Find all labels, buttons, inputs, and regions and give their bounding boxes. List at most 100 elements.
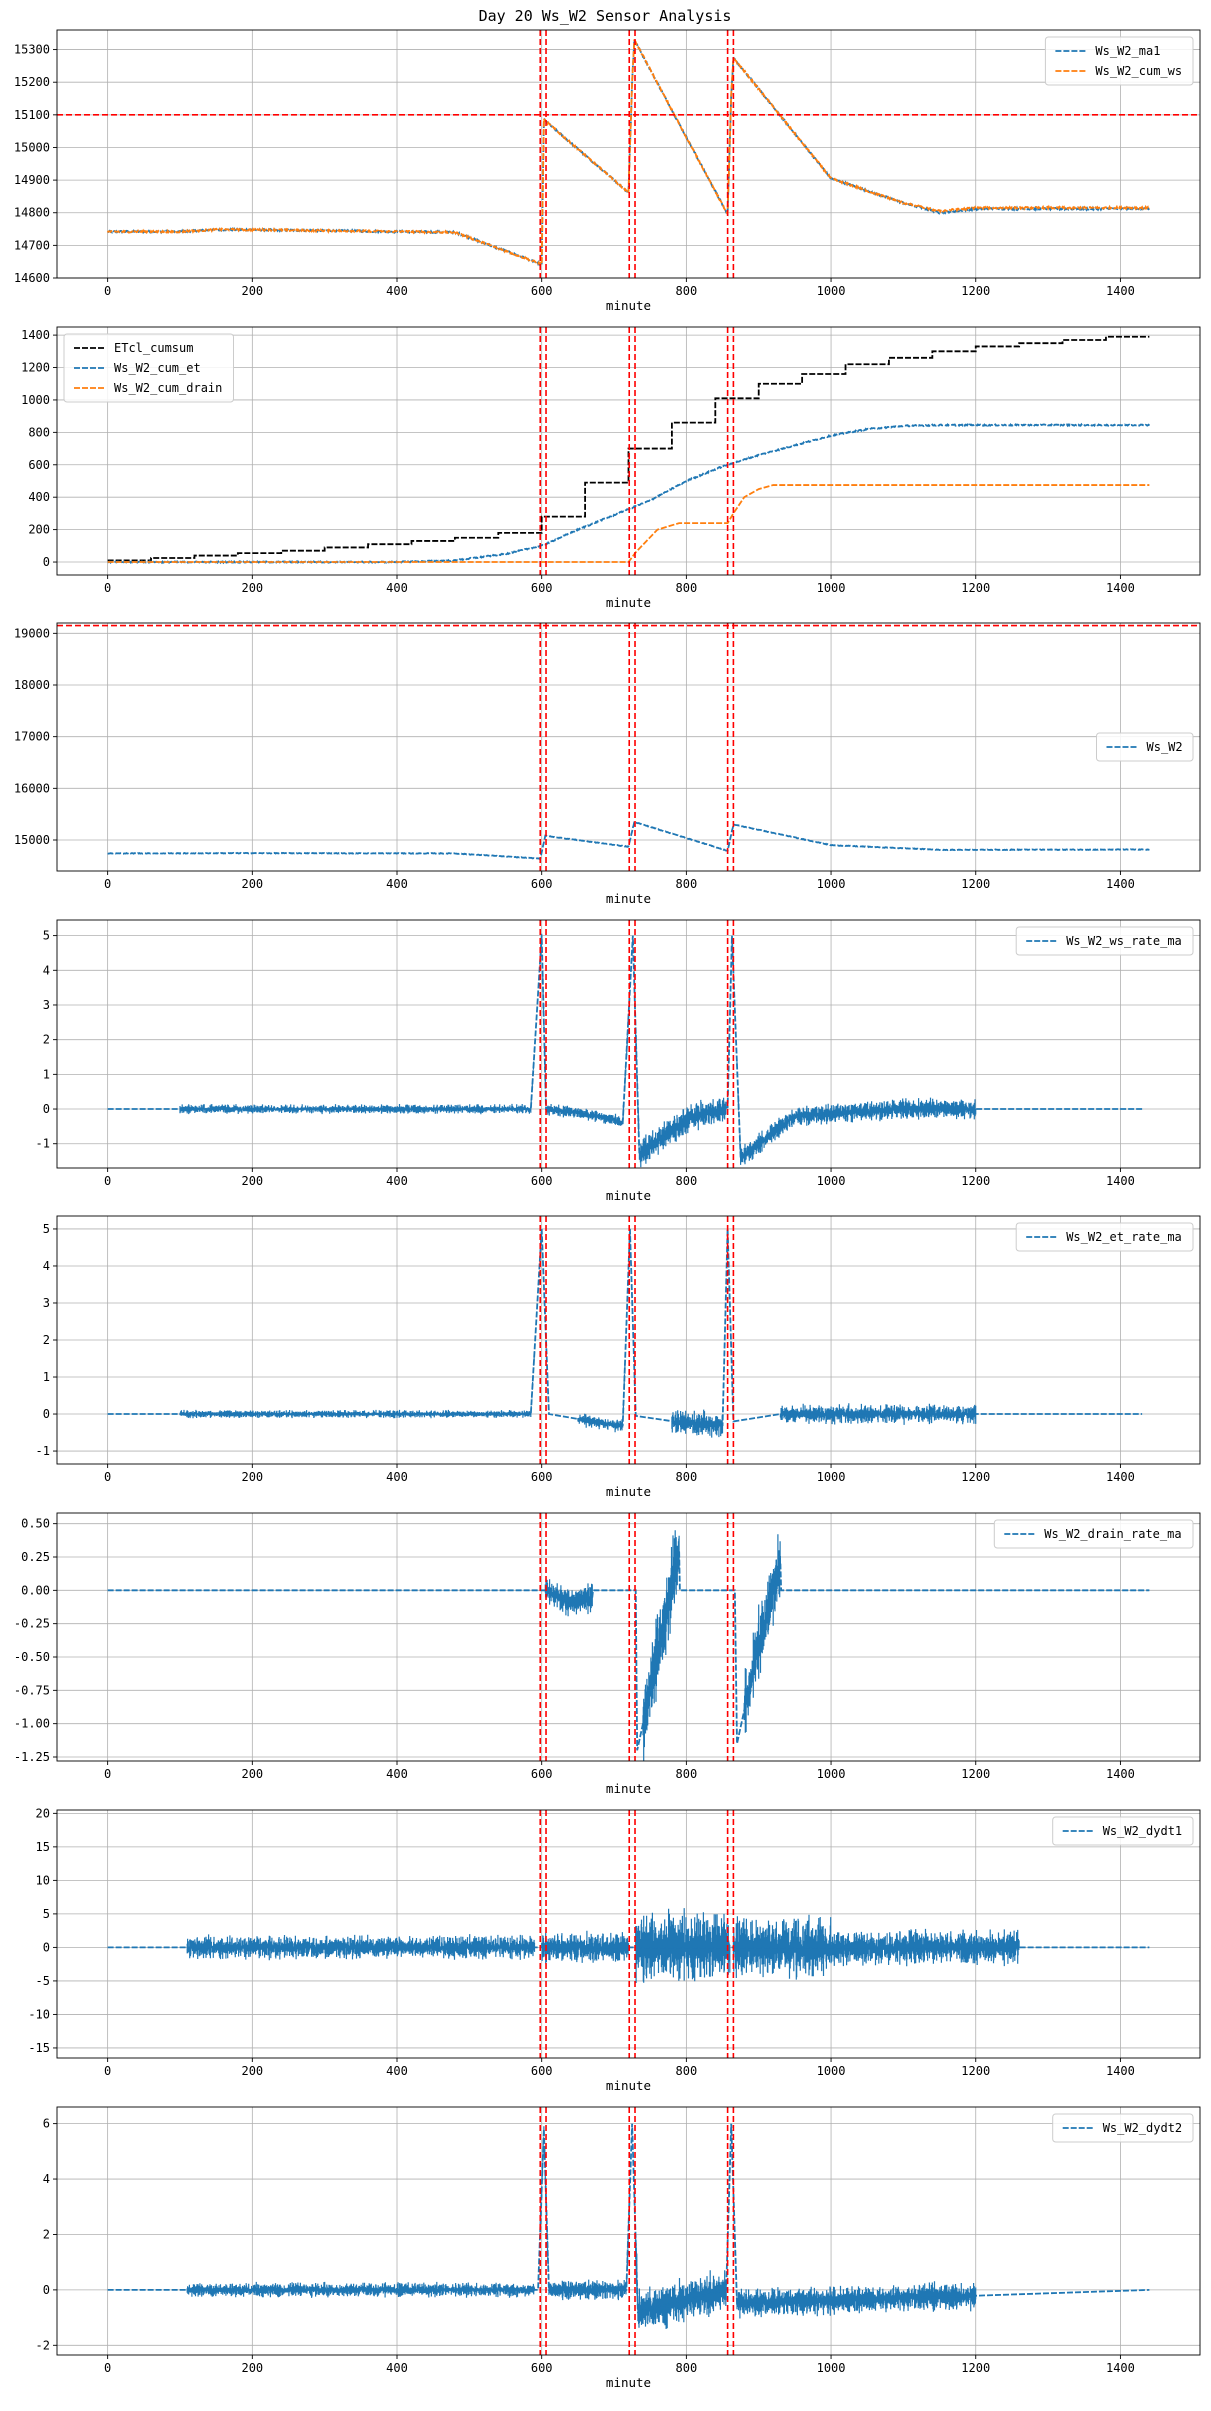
series-noise-band (736, 1061, 977, 1165)
x-tick-label: 1400 (1106, 1767, 1135, 1781)
legend-label: Ws_W2_cum_et (114, 361, 201, 375)
x-tick-label: 1400 (1106, 877, 1135, 891)
x-tick-label: 600 (531, 877, 553, 891)
x-tick-label: 0 (104, 284, 111, 298)
series-noise-band (544, 1578, 593, 1617)
y-tick-label: 14600 (14, 271, 50, 285)
x-tick-label: 1200 (961, 877, 990, 891)
x-tick-label: 400 (386, 284, 408, 298)
x-tick-label: 1200 (961, 581, 990, 595)
y-tick-label: 2 (43, 1333, 50, 1347)
series-line-Ws_W2_ws_rate_ma (107, 935, 1143, 1160)
x-tick-label: 400 (386, 581, 408, 595)
legend-frame (1052, 2113, 1194, 2143)
y-tick-label: 14700 (14, 238, 50, 252)
x-axis-label: minute (606, 298, 651, 313)
y-tick-label: 15100 (14, 108, 50, 122)
legend: Ws_W2_ma1 Ws_W2_cum_ws (1044, 36, 1194, 86)
y-tick-label: 14900 (14, 173, 50, 187)
x-axis-label: minute (606, 2078, 651, 2093)
y-tick-label: 200 (28, 523, 50, 537)
x-tick-label: 600 (531, 284, 553, 298)
x-tick-label: 1200 (961, 1174, 990, 1188)
x-tick-label: 600 (531, 581, 553, 595)
plot-area (107, 1513, 1150, 1761)
y-tick-label: 1400 (21, 328, 50, 342)
x-tick-label: 0 (104, 1767, 111, 1781)
x-tick-label: 1200 (961, 2064, 990, 2078)
y-tick-label: 400 (28, 490, 50, 504)
y-tick-label: 0 (43, 1940, 50, 1954)
y-tick-label: 14800 (14, 206, 50, 220)
legend-label: Ws_W2_ws_rate_ma (1066, 934, 1182, 948)
plot-area (57, 30, 1200, 278)
axes-frame (56, 29, 1201, 279)
x-tick-label: 1400 (1106, 284, 1135, 298)
legend: Ws_W2_dydt1 (1052, 1816, 1194, 1846)
subplot-3: 0 200 400 600 800 1000 1200 1400 15000 16000 17000… (14, 622, 1201, 906)
x-tick-label: 1400 (1106, 581, 1135, 595)
x-axis-label: minute (606, 1781, 651, 1796)
y-tick-label: 15200 (14, 75, 50, 89)
x-tick-label: 600 (531, 2064, 553, 2078)
x-axis-label: minute (606, 1484, 651, 1499)
y-tick-label: 17000 (14, 730, 50, 744)
legend-label: ETcl_cumsum (114, 341, 193, 355)
subplot-5: 0 200 400 600 800 1000 1200 1400 -1 0 1 2 3 4 5 minute W… (36, 1215, 1201, 1499)
y-tick-label: 1 (43, 1370, 50, 1384)
x-axis-label: minute (606, 891, 651, 906)
x-tick-label: 600 (531, 1470, 553, 1484)
x-tick-label: 1200 (961, 2361, 990, 2375)
legend-label: Ws_W2_cum_drain (114, 381, 222, 395)
series-noise-band (577, 1364, 626, 1433)
x-tick-label: 800 (676, 1767, 698, 1781)
x-tick-label: 1400 (1106, 1174, 1135, 1188)
y-tick-label: -1 (36, 1137, 50, 1151)
x-tick-label: 1200 (961, 284, 990, 298)
y-tick-label: 5 (43, 1907, 50, 1921)
legend: Ws_W2_et_rate_ma (1015, 1222, 1194, 1252)
legend-label: Ws_W2 (1147, 740, 1183, 754)
x-tick-label: 800 (676, 1174, 698, 1188)
x-tick-label: 400 (386, 1767, 408, 1781)
series-line-ETcl_cumsum (107, 335, 1150, 562)
y-tick-label: 0 (43, 1407, 50, 1421)
x-axis-label: minute (606, 595, 651, 610)
x-tick-label: 200 (241, 1470, 263, 1484)
x-tick-label: 1000 (817, 2361, 846, 2375)
series-line-Ws_W2 (107, 820, 1150, 860)
subplot-6: 0 200 400 600 800 1000 1200 1400 -1.25 -1.00 -0.75… (14, 1512, 1201, 1796)
legend: Ws_W2_drain_rate_ma (993, 1519, 1194, 1549)
series-line-Ws_W2_cum_drain (107, 484, 1150, 563)
x-tick-label: 1400 (1106, 2361, 1135, 2375)
x-tick-label: 1200 (961, 1767, 990, 1781)
x-tick-label: 1000 (817, 1767, 846, 1781)
x-tick-label: 1400 (1106, 2064, 1135, 2078)
x-tick-label: 0 (104, 2064, 111, 2078)
plot-area (107, 920, 1143, 1168)
subplot-8: 0 200 400 600 800 1000 1200 1400 -2 0 2 4 6 minute Ws_… (36, 2106, 1201, 2390)
plot-area (107, 1810, 1150, 2058)
figure-title: Day 20 Ws_W2 Sensor Analysis (479, 7, 732, 25)
y-tick-label: 16000 (14, 781, 50, 795)
y-tick-label: 3 (43, 998, 50, 1012)
x-tick-label: 800 (676, 1470, 698, 1484)
y-tick-label: -0.50 (14, 1650, 50, 1664)
y-tick-label: 15000 (14, 833, 50, 847)
y-tick-label: -1.00 (14, 1717, 50, 1731)
x-tick-label: 0 (104, 877, 111, 891)
subplot-4: 0 200 400 600 800 1000 1200 1400 -1 0 1 2 3 4 5 minute W… (36, 919, 1201, 1203)
x-axis-label: minute (606, 1188, 651, 1203)
axes-frame (56, 2106, 1201, 2356)
legend-label: Ws_W2_dydt2 (1103, 2121, 1182, 2135)
y-tick-label: 4 (43, 963, 50, 977)
x-tick-label: 200 (241, 284, 263, 298)
y-tick-label: 4 (43, 1259, 50, 1273)
y-tick-label: 10 (36, 1873, 50, 1887)
y-tick-label: -0.25 (14, 1617, 50, 1631)
series-line-Ws_W2_drain_rate_ma (107, 1550, 1150, 1751)
x-tick-label: 200 (241, 2064, 263, 2078)
x-tick-label: 0 (104, 1174, 111, 1188)
y-tick-label: 0 (43, 1102, 50, 1116)
x-tick-label: 800 (676, 2064, 698, 2078)
